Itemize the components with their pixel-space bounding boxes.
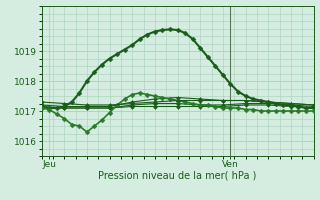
X-axis label: Pression niveau de la mer( hPa ): Pression niveau de la mer( hPa ) [99,171,257,181]
